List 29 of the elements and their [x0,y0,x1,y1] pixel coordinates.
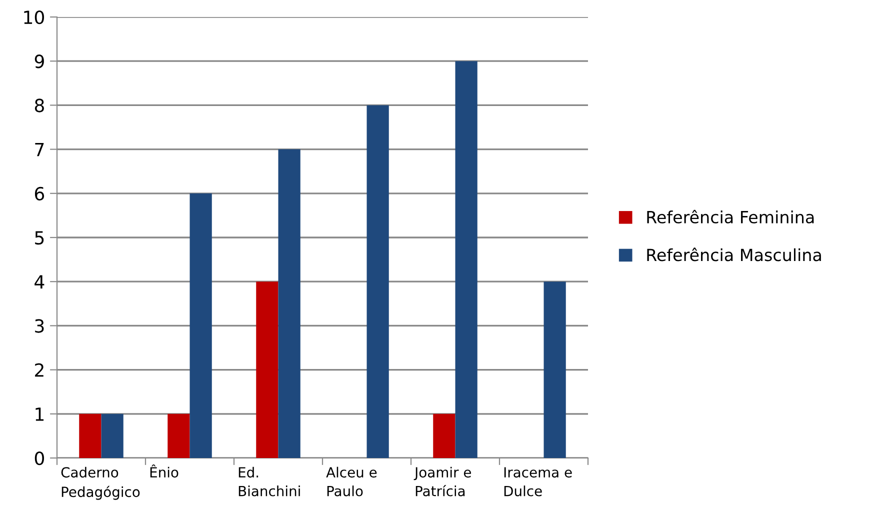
y-tick-label: 10 [24,10,44,24]
x-tick-label: Ed. Bianchini [238,466,300,496]
x-tick-label: Joamir e Patrícia [414,466,471,496]
y-tick-label: 0 [34,451,44,466]
y-tick-label: 3 [35,319,44,333]
bar [366,105,389,458]
bar [278,149,300,458]
bar [433,414,456,458]
legend-label: Referência Feminina [647,210,814,224]
bar [190,193,212,458]
y-tick-label: 1 [36,408,44,421]
y-tick-label: 5 [35,231,44,245]
bar [101,414,124,458]
y-tick-label: 8 [34,98,44,112]
x-tick-label: Ênio [150,464,178,478]
legend-label: Referência Masculina [647,248,821,262]
x-tick-label: Alceu e Paulo [326,466,377,496]
x-tick-label: Caderno Pedagógico [61,466,140,500]
y-tick-label: 9 [34,54,44,68]
y-tick-label: 2 [35,363,44,377]
bar [455,61,478,458]
bar [256,282,278,458]
y-tick-label: 7 [35,142,44,156]
bar [544,282,566,458]
y-tick-label: 6 [34,186,44,201]
x-tick-label: Iracema e Dulce [504,467,572,496]
bar [79,414,102,458]
y-tick-label: 4 [34,275,44,288]
bar [168,414,190,458]
